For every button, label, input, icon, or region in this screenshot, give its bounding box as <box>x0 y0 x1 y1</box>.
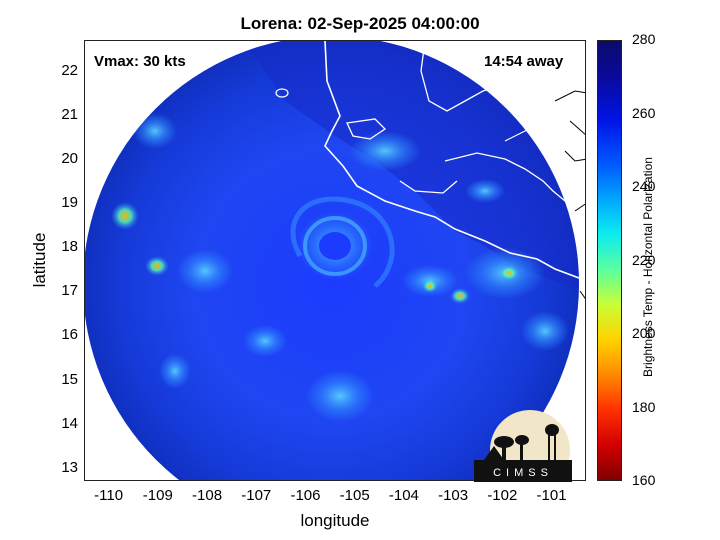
state-border <box>564 200 585 221</box>
vmax-annotation: Vmax: 30 kts <box>94 53 186 70</box>
state-border <box>504 106 556 142</box>
y-tick-label: 18 <box>61 238 78 256</box>
land-border <box>554 90 585 102</box>
cimss-logo-text: CIMSS <box>493 467 553 479</box>
x-tick-label: -107 <box>241 487 272 504</box>
land-border <box>574 203 585 212</box>
colorbar-tick-label: 220 <box>632 251 656 268</box>
land-border <box>579 290 585 300</box>
x-tick-label: -104 <box>388 487 419 504</box>
colorbar-tick-label: 240 <box>632 178 656 194</box>
x-axis-title: longitude <box>300 511 370 530</box>
y-tick-label: 20 <box>61 150 78 168</box>
x-tick-label: -110 <box>94 487 124 504</box>
state-border <box>444 152 566 202</box>
y-tick-label: 22 <box>61 61 78 79</box>
coastline <box>324 41 585 282</box>
map-plot-area <box>84 40 586 481</box>
coastline-bay <box>346 118 387 140</box>
cimss-logo: CIMSS <box>474 410 572 482</box>
x-tick-label: -103 <box>438 487 469 504</box>
colorbar-tick-label: 260 <box>632 104 656 121</box>
x-tick-label: -102 <box>487 487 518 504</box>
y-tick-label: 19 <box>61 194 78 212</box>
colorbar-tick-label: 200 <box>632 325 656 341</box>
state-border <box>399 180 458 194</box>
x-tick-label: -101 <box>536 487 567 504</box>
land-border <box>564 150 585 162</box>
colorbar-tick-label: 160 <box>632 472 656 488</box>
colorbar-tick-label: 280 <box>632 31 656 47</box>
state-border <box>420 41 516 112</box>
y-tick-label: 14 <box>61 414 78 432</box>
y-tick-label: 16 <box>61 326 78 344</box>
y-axis-title: latitude <box>30 232 49 288</box>
island-outline <box>275 88 289 98</box>
land-border <box>569 120 585 135</box>
y-tick-label: 13 <box>61 458 78 476</box>
time-away-annotation: 14:54 away <box>484 53 564 70</box>
colorbar-label: Brightness Temp - Horizontal Polarizatio… <box>641 157 655 377</box>
y-tick-label: 17 <box>61 282 78 300</box>
x-tick-label: -106 <box>290 487 321 504</box>
colorbar <box>597 40 622 481</box>
map-canvas <box>85 41 585 480</box>
x-tick-label: -105 <box>339 487 370 504</box>
x-tick-label: -108 <box>192 487 223 504</box>
y-tick-label: 21 <box>61 105 78 123</box>
map-title: Lorena: 02-Sep-2025 04:00:00 <box>240 14 480 33</box>
y-tick-label: 15 <box>61 370 78 388</box>
x-tick-label: -109 <box>142 487 173 504</box>
colorbar-tick-label: 180 <box>632 398 656 415</box>
